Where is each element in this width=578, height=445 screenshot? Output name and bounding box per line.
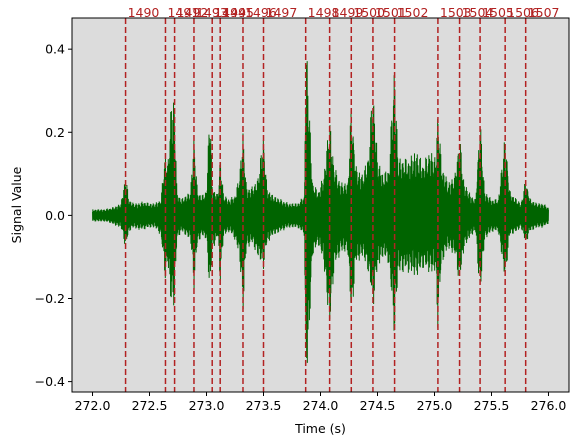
event-label: 1491 [167, 5, 199, 20]
y-tick-label: 0.2 [45, 125, 65, 140]
event-label: 1497 [266, 5, 298, 20]
y-tick-label: 0.4 [45, 42, 65, 57]
event-label: 1493 [196, 5, 228, 20]
event-label: 1490 [128, 5, 160, 20]
event-label: 1496 [245, 5, 277, 20]
event-label: 1505 [482, 5, 514, 20]
event-label: 1499 [332, 5, 364, 20]
y-tick-label: −0.2 [35, 291, 65, 306]
x-axis: 272.0 272.5 273.0 273.5 274.0 274.5 275.0 275.5… [75, 392, 567, 413]
event-label: 1506 [507, 5, 539, 20]
event-label: 1507 [528, 5, 560, 20]
x-tick-label: 275.5 [474, 398, 510, 413]
event-label: 1494 [214, 5, 246, 20]
y-axis: −0.4 −0.2 0.0 0.2 0.4 [35, 42, 72, 389]
y-tick-label: −0.4 [35, 374, 65, 389]
event-label: 1492 [177, 5, 209, 20]
x-tick-label: 273.0 [189, 398, 225, 413]
y-axis-label: Signal Value [9, 166, 24, 243]
event-label: 1504 [462, 5, 494, 20]
event-label: 1501 [375, 5, 407, 20]
x-tick-label: 276.0 [531, 398, 567, 413]
x-tick-label: 275.0 [417, 398, 453, 413]
signal-line [92, 61, 549, 363]
y-tick-label: 0.0 [45, 208, 65, 223]
x-tick-label: 274.0 [303, 398, 339, 413]
x-tick-label: 274.5 [360, 398, 396, 413]
x-tick-label: 272.5 [132, 398, 168, 413]
event-label: 1495 [222, 5, 254, 20]
event-label: 1502 [397, 5, 429, 20]
event-label: 1500 [353, 5, 385, 20]
x-tick-label: 273.5 [246, 398, 282, 413]
signal-series [92, 61, 549, 363]
event-label: 1498 [308, 5, 340, 20]
x-axis-label: Time (s) [294, 421, 346, 436]
event-label: 1503 [440, 5, 472, 20]
x-tick-label: 272.0 [75, 398, 111, 413]
